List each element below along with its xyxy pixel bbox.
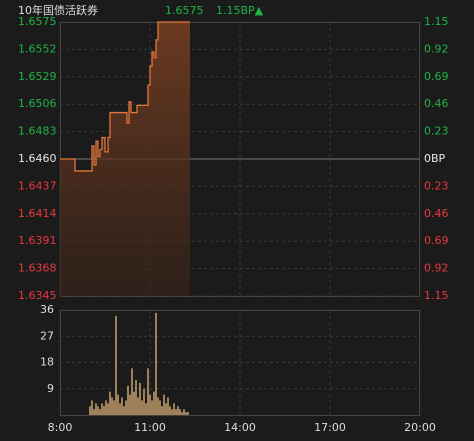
price-line — [60, 21, 190, 172]
volume-bar — [107, 403, 109, 415]
price-label: 1.6575 — [165, 4, 204, 17]
y2-tick-label: 0.92 — [424, 42, 449, 55]
y-tick-label: 1.6529 — [18, 70, 57, 83]
volume-bar — [161, 406, 163, 415]
y2-tick-label: 0.69 — [424, 70, 449, 83]
y-tick-label: 1.6345 — [18, 289, 57, 302]
volume-bar — [127, 385, 129, 415]
volume-bar — [97, 406, 99, 415]
y-tick-label: 1.6552 — [18, 42, 57, 55]
area-fill — [60, 22, 190, 296]
volume-bar — [133, 391, 135, 415]
volume-bar — [115, 315, 117, 415]
volume-bar — [89, 406, 91, 415]
y2-tick-label: 0.46 — [424, 207, 449, 220]
volume-bar — [159, 400, 161, 415]
volume-bar — [151, 400, 153, 415]
y-tick-label: 1.6460 — [18, 152, 57, 165]
x-tick-label: 20:00 — [404, 421, 436, 434]
volume-bar — [103, 406, 105, 415]
y-tick-label: 27 — [40, 329, 54, 342]
x-tick-label: 8:00 — [48, 421, 73, 434]
volume-bar — [121, 397, 123, 415]
y2-tick-label: 0.46 — [424, 97, 449, 110]
volume-bar — [149, 394, 151, 415]
y2-tick-label: 1.15 — [424, 15, 449, 28]
volume-bar — [157, 397, 159, 415]
y-tick-label: 1.6437 — [18, 179, 57, 192]
volume-bar — [167, 397, 169, 415]
volume-bar — [139, 382, 141, 415]
y-tick-label: 1.6391 — [18, 234, 57, 247]
volume-bar — [95, 403, 97, 415]
volume-bar — [145, 403, 147, 415]
volume-bar — [163, 394, 165, 415]
volume-bar — [113, 400, 115, 415]
volume-bar — [155, 312, 157, 415]
volume-bar — [125, 400, 127, 415]
volume-bar — [91, 400, 93, 415]
y-tick-label: 1.6506 — [18, 97, 57, 110]
volume-bar — [111, 397, 113, 415]
chart-title: 10年国债活跃券 — [18, 3, 98, 17]
change-label: 1.15BP▲ — [216, 4, 264, 17]
volume-bar — [165, 403, 167, 415]
volume-bar — [131, 368, 133, 415]
y2-tick-label: 0.69 — [424, 234, 449, 247]
volume-bar — [101, 403, 103, 415]
volume-bar — [99, 409, 101, 415]
x-tick-label: 17:00 — [314, 421, 346, 434]
volume-bar — [185, 412, 187, 415]
y2-tick-label: 1.15 — [424, 289, 449, 302]
volume-bar — [153, 391, 155, 415]
volume-bar — [173, 403, 175, 415]
volume-bar — [143, 388, 145, 415]
volume-bar — [177, 406, 179, 415]
y-tick-label: 36 — [40, 303, 54, 316]
y-tick-label: 1.6368 — [18, 262, 57, 275]
volume-bar — [93, 409, 95, 415]
y2-tick-label: 0BP — [424, 152, 446, 165]
volume-bar — [117, 394, 119, 415]
volume-bar — [175, 409, 177, 415]
volume-bar — [187, 412, 189, 415]
volume-bar — [181, 412, 183, 415]
y-tick-label: 1.6575 — [18, 15, 57, 28]
y2-tick-label: 0.23 — [424, 125, 449, 138]
volume-bar — [171, 409, 173, 415]
y2-tick-label: 0.92 — [424, 262, 449, 275]
y-tick-label: 18 — [40, 356, 54, 369]
volume-bar — [141, 400, 143, 415]
x-tick-label: 11:00 — [134, 421, 166, 434]
y-tick-label: 1.6483 — [18, 125, 57, 138]
volume-bar — [179, 409, 181, 415]
volume-bar — [123, 406, 125, 415]
volume-bar — [129, 394, 131, 415]
volume-bar — [169, 406, 171, 415]
y2-tick-label: 0.23 — [424, 179, 449, 192]
volume-bar — [119, 403, 121, 415]
volume-bar — [147, 368, 149, 415]
volume-bar — [183, 409, 185, 415]
volume-bar — [137, 397, 139, 415]
y-tick-label: 9 — [47, 382, 54, 395]
y-tick-label: 1.6414 — [18, 207, 57, 220]
volume-bar — [109, 391, 111, 415]
x-tick-label: 14:00 — [224, 421, 256, 434]
volume-bar — [105, 400, 107, 415]
volume-bar — [135, 380, 137, 415]
